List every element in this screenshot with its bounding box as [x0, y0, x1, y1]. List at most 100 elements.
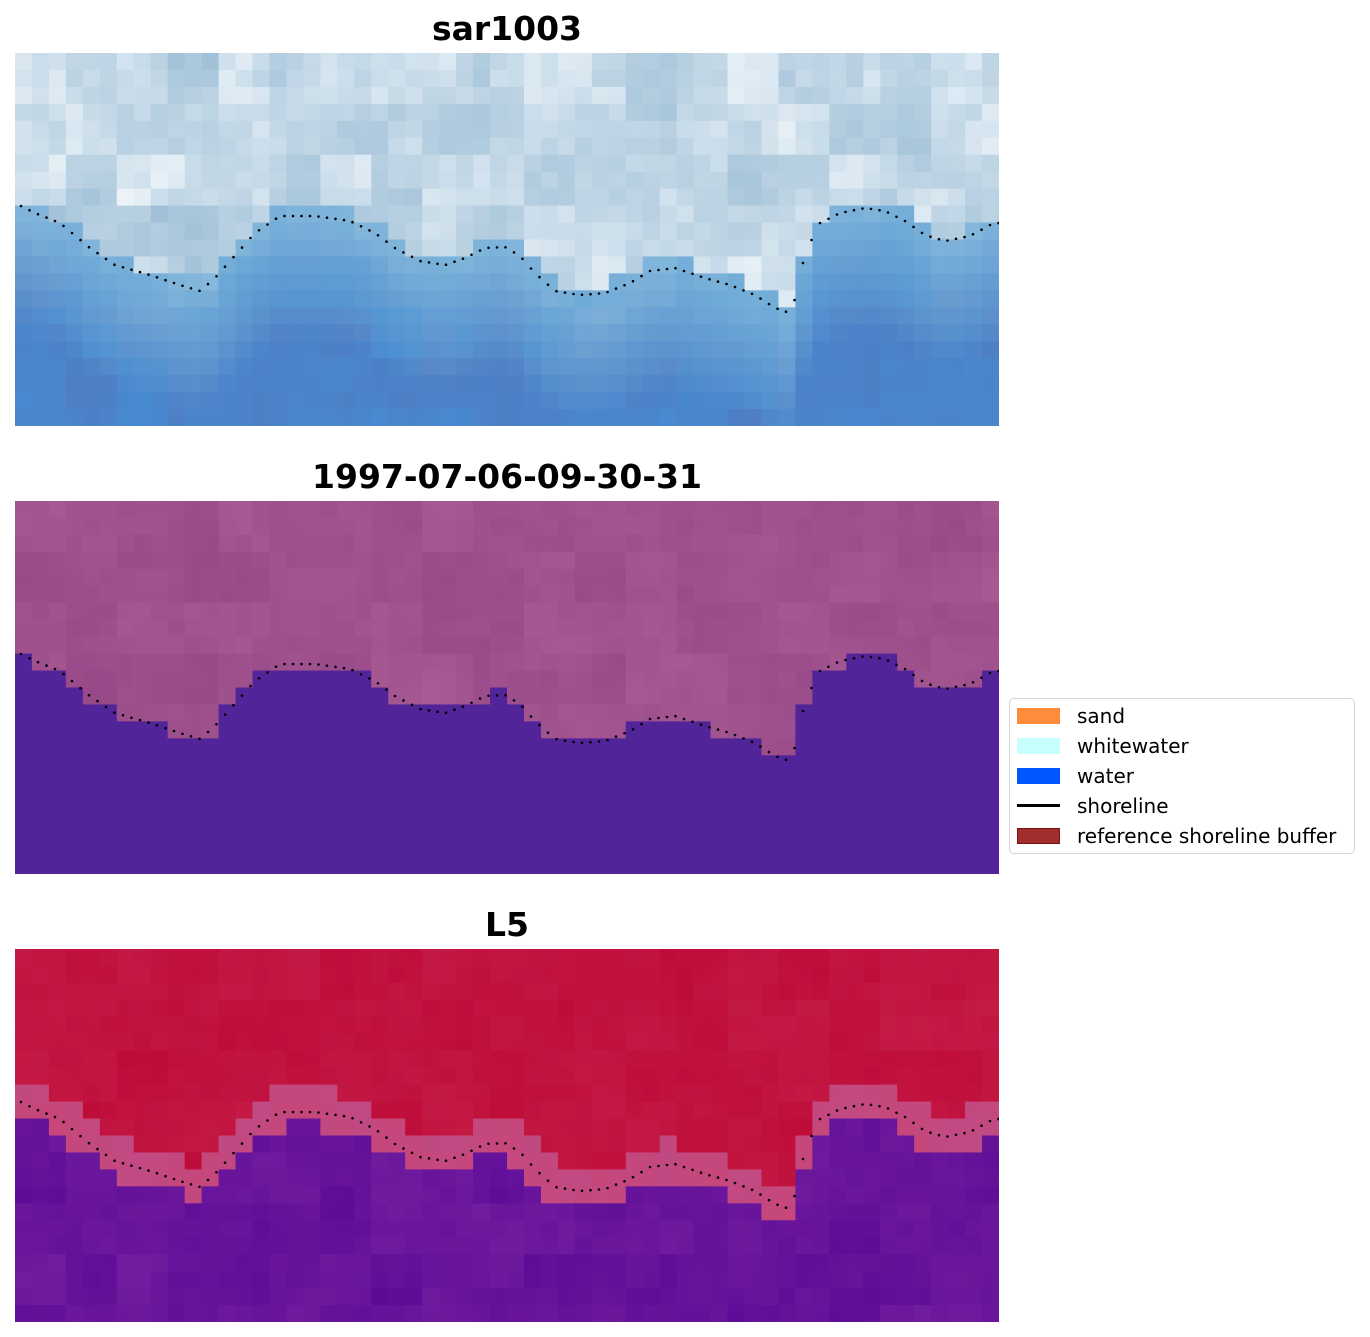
raster-cell [286, 806, 305, 824]
raster-cell [337, 704, 355, 722]
raster-cell [269, 222, 288, 241]
raster-cell [591, 653, 610, 672]
raster-cell [948, 949, 966, 967]
raster-cell [320, 1050, 338, 1069]
raster-cell [659, 69, 678, 88]
raster-cell [371, 501, 389, 519]
raster-cell [235, 1288, 254, 1306]
raster-cell [320, 568, 338, 587]
raster-cell [846, 982, 864, 1001]
raster-cell [727, 789, 746, 807]
raster-cell [65, 857, 84, 874]
shoreline-point [699, 275, 703, 278]
raster-cell [608, 501, 627, 519]
raster-cell [591, 324, 610, 342]
raster-cell [931, 1203, 949, 1221]
raster-cell [235, 551, 254, 570]
raster-cell [184, 551, 203, 570]
raster-cell [405, 687, 423, 706]
raster-cell [371, 375, 389, 393]
raster-cell [863, 823, 881, 841]
raster-cell [625, 290, 644, 308]
shoreline-point [844, 210, 847, 214]
raster-cell [320, 1186, 338, 1204]
raster-cell [507, 239, 525, 258]
raster-cell [15, 585, 33, 604]
shoreline-point [937, 685, 941, 689]
raster-cell [320, 534, 338, 553]
raster-cell [405, 789, 423, 807]
raster-cell [795, 687, 813, 706]
raster-cell [591, 69, 610, 88]
raster-cell [354, 806, 372, 824]
raster-cell [473, 273, 491, 291]
raster-cell [218, 806, 237, 824]
raster-cell [354, 823, 372, 841]
raster-cell [405, 965, 423, 984]
raster-cell [65, 137, 84, 156]
raster-cell [710, 501, 729, 519]
raster-cell [439, 1237, 457, 1255]
raster-cell [388, 205, 406, 224]
raster-cell [625, 840, 644, 858]
raster-cell [914, 551, 932, 570]
raster-cell [303, 1288, 321, 1306]
raster-cell [897, 171, 915, 190]
raster-cell [507, 1152, 525, 1170]
raster-cell [608, 392, 627, 410]
raster-cell [897, 188, 915, 207]
raster-cell [473, 1288, 491, 1306]
raster-cell [65, 738, 84, 756]
shoreline-point [844, 658, 847, 662]
raster-cell [965, 307, 983, 325]
raster-cell [439, 1016, 457, 1035]
raster-cell [320, 205, 338, 224]
raster-cell [761, 501, 780, 519]
raster-cell [252, 568, 271, 587]
shoreline-dots [19, 652, 999, 761]
raster-cell [65, 1067, 84, 1086]
raster-cell [133, 949, 152, 967]
raster-cell [354, 636, 372, 655]
raster-cell [744, 409, 763, 426]
raster-cell [201, 290, 220, 308]
raster-cell [676, 103, 695, 122]
shoreline-point [589, 740, 592, 744]
shoreline-point [53, 667, 57, 671]
raster-cell [235, 358, 254, 376]
raster-cell [778, 999, 797, 1018]
shoreline-point [665, 715, 669, 719]
raster-cell [99, 137, 118, 156]
raster-cell [269, 857, 288, 874]
raster-cell [676, 273, 695, 291]
raster-cell [744, 171, 763, 190]
raster-cell [625, 409, 644, 426]
raster-cell [456, 687, 474, 706]
raster-cell [48, 585, 67, 604]
raster-cell [235, 1220, 254, 1238]
raster-cell [456, 738, 474, 756]
raster-cell [490, 53, 508, 71]
raster-cell [829, 568, 847, 587]
raster-cell [235, 517, 254, 536]
raster-cell [880, 501, 898, 519]
raster-cell [948, 1067, 966, 1086]
raster-cell [167, 307, 186, 325]
raster-cell [829, 840, 847, 858]
raster-cell [591, 687, 610, 706]
raster-cell [965, 721, 983, 739]
raster-cell [642, 1254, 661, 1272]
raster-cell [405, 738, 423, 756]
raster-cell [507, 501, 525, 519]
raster-cell [625, 585, 644, 604]
shoreline-point [784, 310, 788, 314]
raster-cell [252, 738, 271, 756]
raster-cell [744, 1169, 763, 1187]
raster-cell [99, 636, 118, 655]
raster-cell [540, 857, 559, 874]
raster-cell [829, 1288, 847, 1306]
raster-cell [659, 307, 678, 325]
raster-cell [523, 358, 542, 376]
raster-cell [948, 999, 966, 1018]
shoreline-point [300, 1110, 303, 1114]
